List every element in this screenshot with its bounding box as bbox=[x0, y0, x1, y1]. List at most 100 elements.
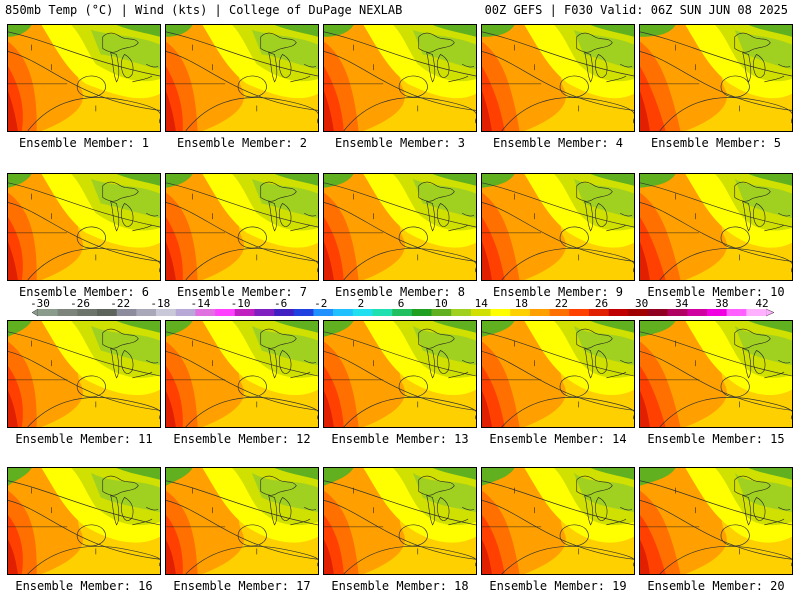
colorbar-swatch bbox=[451, 309, 472, 316]
colorbar-swatch bbox=[215, 309, 236, 316]
colorbar-swatch bbox=[136, 309, 157, 316]
ensemble-panel bbox=[323, 24, 477, 132]
colorbar-swatch bbox=[313, 309, 334, 316]
colorbar-swatch bbox=[510, 309, 531, 316]
temperature-map bbox=[482, 25, 634, 131]
colorbar-swatch bbox=[57, 309, 78, 316]
colorbar-tick-label: 22 bbox=[555, 298, 568, 310]
temperature-map bbox=[482, 321, 634, 427]
ensemble-panel bbox=[481, 24, 635, 132]
ensemble-member-label: Ensemble Member: 13 bbox=[331, 432, 469, 446]
colorbar-swatch bbox=[38, 309, 58, 316]
temperature-map bbox=[166, 468, 318, 574]
colorbar-swatch bbox=[746, 309, 767, 316]
temperature-map bbox=[640, 25, 792, 131]
temperature-colorbar: -30 -26 -22 -18 -14 -10 -6 -2 2 6 10 14 18 22 26 30 34 38… bbox=[0, 298, 800, 320]
colorbar-tick-label: 2 bbox=[358, 298, 365, 310]
ensemble-panel bbox=[481, 467, 635, 575]
colorbar-swatch bbox=[588, 309, 609, 316]
temperature-map bbox=[166, 25, 318, 131]
ensemble-member-label: Ensemble Member: 10 bbox=[647, 285, 785, 299]
colorbar-tick-label: -10 bbox=[231, 298, 251, 310]
colorbar-tick-label: 34 bbox=[675, 298, 689, 310]
ensemble-member-label: Ensemble Member: 12 bbox=[173, 432, 311, 446]
temperature-map bbox=[324, 25, 476, 131]
ensemble-panel bbox=[7, 467, 161, 575]
ensemble-panel bbox=[639, 173, 793, 281]
ensemble-panel bbox=[323, 467, 477, 575]
ensemble-panel bbox=[481, 173, 635, 281]
ensemble-panel bbox=[639, 320, 793, 428]
colorbar-swatch bbox=[411, 309, 432, 316]
colorbar-swatch bbox=[726, 309, 747, 316]
colorbar-tick-label: 42 bbox=[755, 298, 768, 310]
colorbar-tick-label: 18 bbox=[515, 298, 528, 310]
colorbar-swatch bbox=[254, 309, 275, 316]
colorbar-swatch bbox=[569, 309, 590, 316]
colorbar-swatch bbox=[333, 309, 354, 316]
temperature-map bbox=[482, 468, 634, 574]
ensemble-panel bbox=[7, 24, 161, 132]
colorbar-swatch bbox=[470, 309, 491, 316]
colorbar-swatch bbox=[195, 309, 216, 316]
colorbar-left-arrow bbox=[31, 308, 39, 317]
temperature-map bbox=[640, 468, 792, 574]
ensemble-member-label: Ensemble Member: 11 bbox=[15, 432, 153, 446]
ensemble-panel bbox=[639, 467, 793, 575]
temperature-map bbox=[482, 174, 634, 280]
temperature-map bbox=[166, 321, 318, 427]
colorbar-swatch bbox=[687, 309, 708, 316]
colorbar-swatch bbox=[175, 309, 196, 316]
colorbar-swatch bbox=[234, 309, 255, 316]
ensemble-member-label: Ensemble Member: 2 bbox=[176, 136, 308, 150]
ensemble-panel bbox=[165, 24, 319, 132]
ensemble-member-label: Ensemble Member: 6 bbox=[18, 285, 150, 299]
ensemble-member-label: Ensemble Member: 1 bbox=[18, 136, 150, 150]
ensemble-member-label: Ensemble Member: 7 bbox=[176, 285, 308, 299]
ensemble-panel bbox=[639, 24, 793, 132]
colorbar-right-arrow bbox=[765, 308, 775, 317]
colorbar-swatch bbox=[352, 309, 373, 316]
temperature-map bbox=[166, 174, 318, 280]
colorbar-swatch bbox=[77, 309, 98, 316]
colorbar-tick-label: -22 bbox=[110, 298, 130, 310]
run-valid-time: 00Z GEFS | F030 Valid: 06Z SUN JUN 08 20… bbox=[484, 3, 788, 17]
temperature-map bbox=[324, 321, 476, 427]
colorbar-tick-label: 30 bbox=[635, 298, 648, 310]
colorbar-swatch bbox=[116, 309, 137, 316]
ensemble-panel bbox=[323, 173, 477, 281]
ensemble-member-label: Ensemble Member: 14 bbox=[489, 432, 627, 446]
temperature-map bbox=[324, 174, 476, 280]
ensemble-panel bbox=[481, 320, 635, 428]
colorbar-swatch bbox=[608, 309, 629, 316]
ensemble-panel bbox=[323, 320, 477, 428]
temperature-map bbox=[8, 25, 160, 131]
ensemble-member-label: Ensemble Member: 16 bbox=[15, 579, 153, 593]
colorbar-swatch bbox=[490, 309, 511, 316]
colorbar-swatch bbox=[667, 309, 688, 316]
colorbar-swatch bbox=[156, 309, 177, 316]
colorbar-tick-label: 6 bbox=[398, 298, 405, 310]
colorbar-swatch bbox=[647, 309, 668, 316]
colorbar-swatch bbox=[392, 309, 413, 316]
ensemble-member-label: Ensemble Member: 20 bbox=[647, 579, 785, 593]
colorbar-swatch bbox=[431, 309, 452, 316]
ensemble-member-label: Ensemble Member: 8 bbox=[334, 285, 466, 299]
ensemble-member-label: Ensemble Member: 18 bbox=[331, 579, 469, 593]
colorbar-tick-label: -30 bbox=[30, 298, 50, 310]
colorbar-tick-label: -6 bbox=[274, 298, 287, 310]
ensemble-member-label: Ensemble Member: 15 bbox=[647, 432, 785, 446]
colorbar-swatch bbox=[529, 309, 550, 316]
ensemble-member-label: Ensemble Member: 17 bbox=[173, 579, 311, 593]
colorbar-swatch bbox=[97, 309, 118, 316]
colorbar-swatch bbox=[549, 309, 570, 316]
ensemble-panel bbox=[7, 173, 161, 281]
ensemble-panel bbox=[7, 320, 161, 428]
temperature-map bbox=[324, 468, 476, 574]
colorbar-tick-label: -14 bbox=[191, 298, 211, 310]
colorbar-tick-label: 10 bbox=[434, 298, 447, 310]
temperature-map bbox=[640, 321, 792, 427]
colorbar-swatch bbox=[274, 309, 295, 316]
temperature-map bbox=[8, 174, 160, 280]
map-title: 850mb Temp (°C) | Wind (kts) | College o… bbox=[5, 3, 403, 17]
